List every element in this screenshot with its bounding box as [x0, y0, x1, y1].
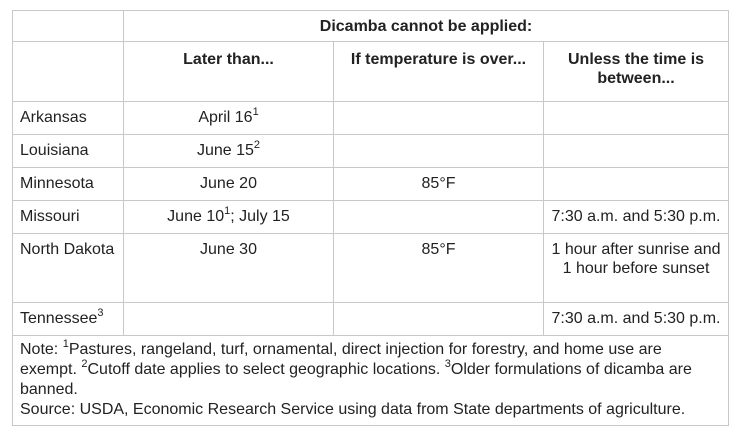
later-than-date: June 10	[167, 208, 225, 225]
temperature-cell: 85°F	[333, 233, 544, 303]
source-text: Source: USDA, Economic Research Service …	[20, 401, 686, 418]
time-cell: 7:30 a.m. and 5:30 p.m.	[542, 200, 730, 234]
footnote-marker: 3	[444, 357, 451, 370]
column-header-temperature: If temperature is over...	[333, 41, 544, 102]
state-name: North Dakota	[20, 241, 115, 258]
state-cell: Minnesota	[12, 167, 124, 201]
later-than-date: June 15	[196, 142, 254, 159]
table-row: Missouri June 101; July 15 7:30 a.m. and…	[12, 200, 730, 234]
footnote-marker: 2	[81, 357, 88, 370]
temperature-cell	[333, 101, 544, 135]
table-row: Louisiana June 152	[12, 134, 730, 168]
temperature-cell	[333, 302, 544, 336]
later-than-cell: April 161	[123, 101, 334, 135]
state-cell: Tennessee3	[12, 302, 124, 336]
table-row: Tennessee3 7:30 a.m. and 5:30 p.m.	[12, 302, 730, 336]
footnote-marker: 2	[253, 138, 261, 151]
later-than-date: June 30	[200, 241, 257, 258]
time-cell	[542, 167, 730, 201]
time-cell: 1 hour after sunrise and 1 hour before s…	[542, 233, 730, 303]
later-than-cell	[123, 302, 334, 336]
state-cell: Arkansas	[12, 101, 124, 135]
footnote-marker: 1	[252, 105, 259, 118]
state-cell: Louisiana	[12, 134, 124, 168]
state-name: Minnesota	[20, 175, 94, 192]
table-row: North Dakota June 30 85°F 1 hour after s…	[12, 233, 730, 303]
footnote-marker: 1	[224, 204, 231, 217]
time-cell: 7:30 a.m. and 5:30 p.m.	[542, 302, 730, 336]
footnote-marker: 1	[62, 337, 69, 350]
later-than-date-second: ; July 15	[230, 208, 290, 225]
footnote-text: Cutoff date applies to select geographic…	[87, 361, 445, 378]
later-than-cell: June 20	[123, 167, 334, 201]
state-name: Missouri	[20, 208, 80, 225]
column-header-time: Unless the time is between...	[542, 41, 730, 102]
time-cell	[542, 101, 730, 135]
table-row: Arkansas April 161	[12, 101, 730, 135]
temperature-cell	[333, 134, 544, 168]
note-cell: Note: 1Pastures, rangeland, turf, orname…	[11, 335, 730, 426]
note-row: Note: 1Pastures, rangeland, turf, orname…	[11, 335, 730, 426]
column-header-row: Later than... If temperature is over... …	[12, 41, 730, 102]
dicamba-table-container: Dicamba cannot be applied: Later than...…	[11, 10, 730, 426]
state-name: Tennessee	[20, 310, 98, 327]
later-than-date: April 16	[198, 109, 253, 126]
temperature-cell: 85°F	[333, 167, 544, 201]
group-header-row: Dicamba cannot be applied:	[12, 10, 730, 42]
footnote-text: Pastures, rangeland, turf, ornamental, d…	[20, 341, 662, 378]
footnote-marker: 3	[97, 306, 104, 319]
note-prefix: Note:	[20, 341, 63, 358]
state-name: Arkansas	[20, 109, 87, 126]
time-cell	[542, 134, 730, 168]
group-header: Dicamba cannot be applied:	[122, 10, 730, 42]
later-than-cell: June 101; July 15	[123, 200, 334, 234]
blank-subheader-cell	[12, 41, 124, 102]
footnote-text: Older formulations of dicamba are banned…	[20, 361, 692, 398]
later-than-cell: June 30	[123, 233, 334, 303]
blank-header-cell	[12, 10, 124, 42]
later-than-date: June 20	[200, 175, 257, 192]
state-cell: Missouri	[12, 200, 124, 234]
column-header-later-than: Later than...	[123, 41, 334, 102]
state-cell: North Dakota	[12, 233, 124, 303]
dicamba-restrictions-table: Dicamba cannot be applied: Later than...…	[11, 10, 730, 426]
temperature-cell	[333, 200, 544, 234]
state-name: Louisiana	[20, 142, 89, 159]
table-row: Minnesota June 20 85°F	[12, 167, 730, 201]
later-than-cell: June 152	[123, 134, 334, 168]
